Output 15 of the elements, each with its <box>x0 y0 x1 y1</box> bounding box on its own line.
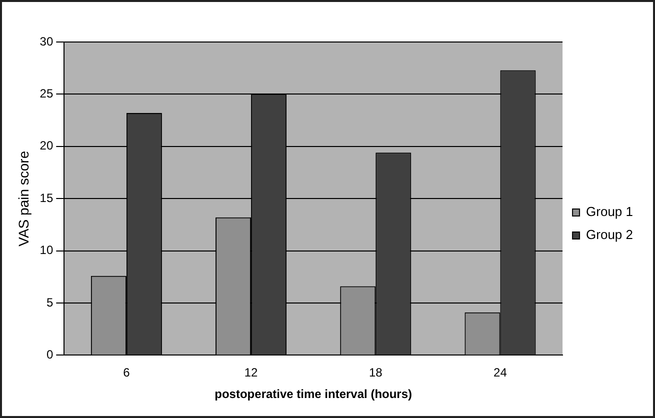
x-axis-title: postoperative time interval (hours) <box>214 387 412 402</box>
legend-label: Group 2 <box>586 227 634 242</box>
y-axis-title: VAS pain score <box>15 150 32 246</box>
x-tick-label: 12 <box>244 366 258 380</box>
y-tick-label: 30 <box>40 34 54 48</box>
x-tick-label: 6 <box>123 366 130 380</box>
x-tick-label: 24 <box>494 366 508 380</box>
y-tick-label: 20 <box>40 138 54 153</box>
legend-label: Group 1 <box>586 204 634 220</box>
y-tick-label: 5 <box>46 295 54 310</box>
y-tick-label: 10 <box>40 243 54 258</box>
y-tick-label: 25 <box>40 86 54 101</box>
y-tick-label: 15 <box>40 190 54 205</box>
x-tick-label: 18 <box>368 366 383 380</box>
y-tick-label: 0 <box>46 348 54 362</box>
